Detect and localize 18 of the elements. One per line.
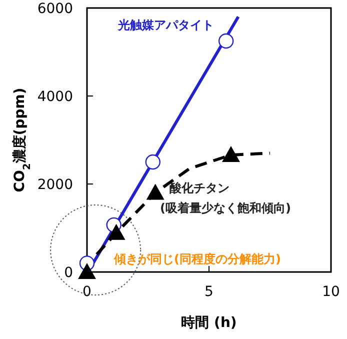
y-tick-label: 2000 xyxy=(37,177,73,193)
point xyxy=(78,263,96,279)
x-tick-label: 10 xyxy=(322,284,340,300)
x-tick-label: 5 xyxy=(204,284,214,300)
x-axis-title: 時間 (h) xyxy=(181,315,237,331)
series-label: 光触媒アパタイト xyxy=(117,18,214,32)
y-tick-label: 6000 xyxy=(37,1,73,17)
x-tick-label: 0 xyxy=(82,284,92,300)
series-label: 酸化チタン xyxy=(169,180,230,195)
annotation: (吸着量少なく飽和傾向) xyxy=(160,201,291,215)
y-tick-label: 0 xyxy=(64,265,73,281)
point xyxy=(222,146,240,162)
y-tick-label: 4000 xyxy=(37,89,73,105)
point xyxy=(145,154,160,170)
point xyxy=(146,184,164,200)
point xyxy=(107,224,126,240)
annotation: 傾きが同じ(同程度の分解能力) xyxy=(113,252,281,266)
point xyxy=(218,33,234,49)
